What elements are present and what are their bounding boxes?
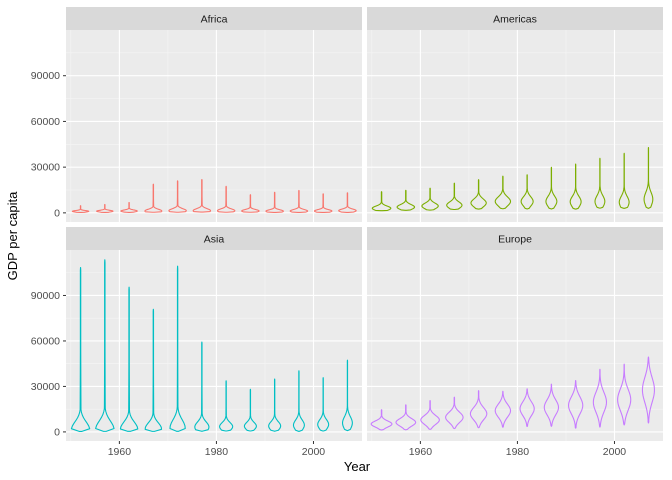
violin-asia-1982: [219, 380, 234, 432]
violin-americas-1977: [494, 175, 512, 210]
y-tick-label: 60000: [31, 116, 60, 128]
violin-africa-1977: [192, 178, 212, 213]
x-axis-right-column: 1960 1980 2000: [409, 441, 627, 458]
facet-strip: [66, 227, 362, 250]
facet-panel-europe: Europe: [367, 227, 663, 441]
violin-europe-1962: [420, 399, 440, 430]
violin-americas-1957: [396, 189, 416, 211]
violin-europe-1992: [568, 379, 584, 429]
violin-europe-1997: [592, 368, 608, 428]
violin-europe-2007: [641, 356, 655, 424]
violin-europe-1972: [469, 390, 488, 429]
panel-background: [66, 250, 362, 441]
violin-europe-1977: [494, 390, 512, 428]
y-tick-label: 0: [54, 426, 60, 438]
violin-europe-1952: [370, 409, 393, 431]
panel-background: [66, 30, 362, 222]
violin-americas-1987: [545, 166, 558, 210]
violin-asia-1987: [243, 388, 257, 432]
y-axis-bottom-row: 0 30000 60000 90000: [31, 290, 66, 438]
x-axis-left-column: 1960 1980 2000: [108, 441, 326, 458]
violin-europe-1957: [395, 404, 417, 431]
facet-strip-label: Africa: [201, 14, 228, 26]
violin-americas-1997: [594, 157, 606, 209]
facet-strip: [66, 7, 362, 30]
violin-africa-2002: [313, 193, 333, 214]
x-axis-title: Year: [344, 459, 371, 474]
violin-europe-1967: [445, 396, 464, 430]
y-tick-label: 60000: [31, 335, 60, 347]
violin-americas-1992: [569, 163, 582, 210]
violin-asia-1992: [268, 378, 282, 432]
x-tick-label: 1980: [205, 446, 229, 458]
violin-africa-1987: [241, 194, 260, 213]
y-tick-label: 30000: [31, 381, 60, 393]
violin-asia-1957: [95, 259, 115, 432]
violin-europe-1987: [543, 383, 560, 427]
violin-africa-1992: [265, 191, 284, 213]
violin-americas-1972: [470, 179, 487, 210]
violin-europe-1982: [519, 388, 535, 427]
x-tick-label: 1960: [409, 446, 433, 458]
facet-strip: [367, 7, 663, 30]
violin-asia-1997: [292, 370, 305, 432]
x-tick-label: 1980: [506, 446, 530, 458]
violin-africa-1962: [120, 201, 138, 213]
violin-africa-1982: [216, 185, 236, 213]
violin-africa-1997: [289, 189, 309, 213]
violin-africa-1972: [168, 180, 187, 213]
facet-strip-label: Americas: [493, 14, 537, 26]
panel-background: [367, 30, 663, 222]
facet-panel-americas: Americas: [367, 7, 663, 222]
violin-europe-2002: [617, 363, 632, 426]
violin-africa-1967: [144, 183, 163, 213]
x-tick-label: 2000: [302, 446, 326, 458]
violin-americas-2007: [643, 146, 654, 209]
facet-panel-asia: Asia: [66, 227, 362, 441]
violin-asia-1977: [194, 341, 210, 432]
y-tick-label: 0: [54, 207, 60, 219]
violin-asia-2002: [317, 377, 330, 432]
panel-background: [367, 250, 663, 441]
violin-asia-2007: [342, 359, 353, 432]
facet-panel-africa: Africa: [66, 7, 362, 222]
violin-americas-1962: [421, 187, 439, 211]
facet-strip-label: Europe: [498, 234, 532, 246]
violin-americas-2002: [618, 152, 630, 209]
facet-panels: Africa Americas Asia Europe: [66, 7, 663, 441]
violin-asia-1952: [70, 267, 91, 432]
violin-americas-1982: [520, 174, 534, 210]
y-axis-title: GDP per capita: [5, 191, 20, 280]
violin-americas-1952: [371, 191, 392, 212]
y-tick-label: 30000: [31, 162, 60, 174]
violin-americas-1967: [446, 182, 463, 211]
violin-africa-1957: [96, 203, 114, 213]
facet-strip-label: Asia: [204, 234, 225, 246]
y-tick-label: 90000: [31, 290, 60, 302]
violin-africa-2007: [338, 192, 357, 213]
facet-strip: [367, 227, 663, 250]
violin-asia-1962: [119, 286, 139, 432]
x-tick-label: 2000: [603, 446, 627, 458]
y-tick-label: 90000: [31, 70, 60, 82]
y-axis-top-row: 0 30000 60000 90000: [31, 70, 66, 219]
violin-africa-1952: [71, 205, 90, 213]
violin-asia-1967: [144, 308, 163, 432]
violin-asia-1972: [169, 265, 186, 432]
x-tick-label: 1960: [108, 446, 132, 458]
